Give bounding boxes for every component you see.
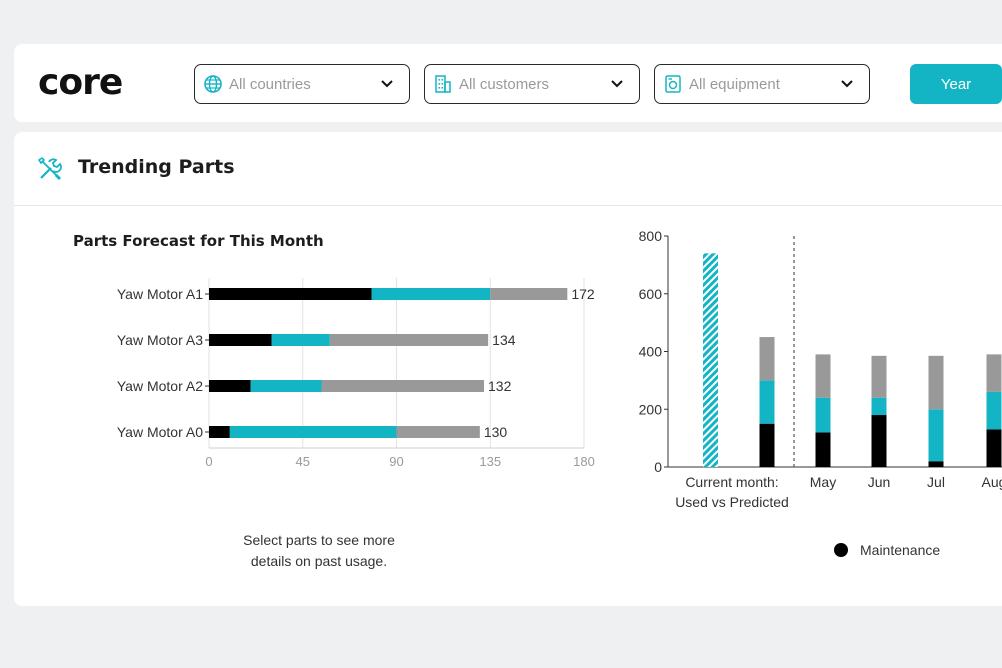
bar-segment xyxy=(928,409,944,462)
bar-segment xyxy=(871,355,887,398)
y-tick-label: 800 xyxy=(639,228,663,244)
bar-total-label: 132 xyxy=(488,378,512,394)
bar-segment xyxy=(321,380,484,392)
x-category-label: Jul xyxy=(927,474,945,490)
bar-segment xyxy=(271,334,330,346)
bar-segment xyxy=(490,288,568,300)
bar-segment xyxy=(759,380,775,424)
category-label: Yaw Motor A1 xyxy=(117,286,203,302)
y-tick-label: 0 xyxy=(654,459,662,475)
x-tick-label: 135 xyxy=(479,454,501,469)
customer-filter-dropdown[interactable]: All customers xyxy=(424,64,640,104)
card-header: Trending Parts xyxy=(14,132,1002,206)
bar-segment xyxy=(986,429,1002,467)
bar-segment xyxy=(928,461,944,467)
parts-forecast-chart: 0 45 90 135 180 Yaw Motor A1 172 Yaw Motor A3 13… xyxy=(117,278,595,469)
hint-line: Select parts to see more xyxy=(243,532,395,548)
y-tick-label: 600 xyxy=(639,286,663,302)
bar-segment xyxy=(329,334,489,346)
chevron-down-icon xyxy=(379,76,395,92)
bar-segment xyxy=(209,288,372,300)
chart-legend: Maintenance xyxy=(834,542,940,558)
x-category-label: Jun xyxy=(868,474,891,490)
bar-segment xyxy=(928,355,944,410)
bar-segment xyxy=(371,288,491,300)
y-tick-label: 200 xyxy=(639,401,663,417)
parts-forecast-title: Parts Forecast for This Month xyxy=(73,232,324,250)
bar-segment xyxy=(815,432,831,467)
equipment-filter-value: All equipment xyxy=(689,75,780,93)
x-tick-label: 45 xyxy=(296,454,310,469)
bar-segment xyxy=(209,334,272,346)
chevron-down-icon xyxy=(839,76,855,92)
globe-icon xyxy=(203,74,223,94)
bar-segment xyxy=(871,397,887,416)
bar-segment xyxy=(250,380,322,392)
trending-parts-card: Trending Parts Parts Forecast for This M… xyxy=(14,132,1002,606)
tools-icon xyxy=(36,155,64,183)
year-period-button[interactable]: Year xyxy=(910,64,1002,104)
bar-segment xyxy=(815,397,831,433)
equipment-icon xyxy=(663,74,683,94)
bar-segment xyxy=(209,426,230,438)
bar-total-label: 130 xyxy=(484,424,508,440)
bar-total-label: 134 xyxy=(492,332,516,348)
customer-filter-value: All customers xyxy=(459,75,550,93)
monthly-usage-chart: 0 200 400 600 800 Current month: Used vs Predi… xyxy=(639,228,1002,510)
y-tick-label: 400 xyxy=(639,344,663,360)
bar-segment xyxy=(986,391,1002,430)
bar-total-label: 172 xyxy=(571,286,595,302)
bar-segment xyxy=(759,423,775,467)
building-icon xyxy=(433,74,453,94)
chevron-down-icon xyxy=(609,76,625,92)
x-category-label: Current month: xyxy=(685,474,778,490)
x-category-label: Aug xyxy=(982,474,1002,490)
hint-line: details on past usage. xyxy=(250,553,388,569)
equipment-filter-dropdown[interactable]: All equipment xyxy=(654,64,870,104)
top-filter-bar: core All countries All customers All equ… xyxy=(14,44,1002,122)
bar-segment xyxy=(871,415,887,467)
bar-segment xyxy=(815,354,831,398)
x-tick-label: 0 xyxy=(205,454,212,469)
category-label: Yaw Motor A2 xyxy=(117,378,203,394)
bar-segment xyxy=(396,426,480,438)
legend-label-maintenance: Maintenance xyxy=(860,542,941,558)
bar-segment xyxy=(209,380,251,392)
core-logo: core xyxy=(38,62,123,103)
category-label: Yaw Motor A0 xyxy=(117,424,203,440)
x-category-label: May xyxy=(810,474,836,490)
card-title: Trending Parts xyxy=(78,156,235,178)
bar-segment xyxy=(986,354,1002,392)
country-filter-dropdown[interactable]: All countries xyxy=(194,64,410,104)
x-category-label: Used vs Predicted xyxy=(675,494,789,510)
country-filter-value: All countries xyxy=(229,75,311,93)
bar-segment xyxy=(229,426,397,438)
x-tick-label: 90 xyxy=(389,454,403,469)
x-tick-label: 180 xyxy=(573,454,595,469)
predicted-bar xyxy=(703,253,718,467)
select-parts-hint: Select parts to see more details on past… xyxy=(214,530,424,572)
bar-segment xyxy=(759,337,775,381)
category-label: Yaw Motor A3 xyxy=(117,332,203,348)
legend-swatch-maintenance xyxy=(834,543,848,557)
